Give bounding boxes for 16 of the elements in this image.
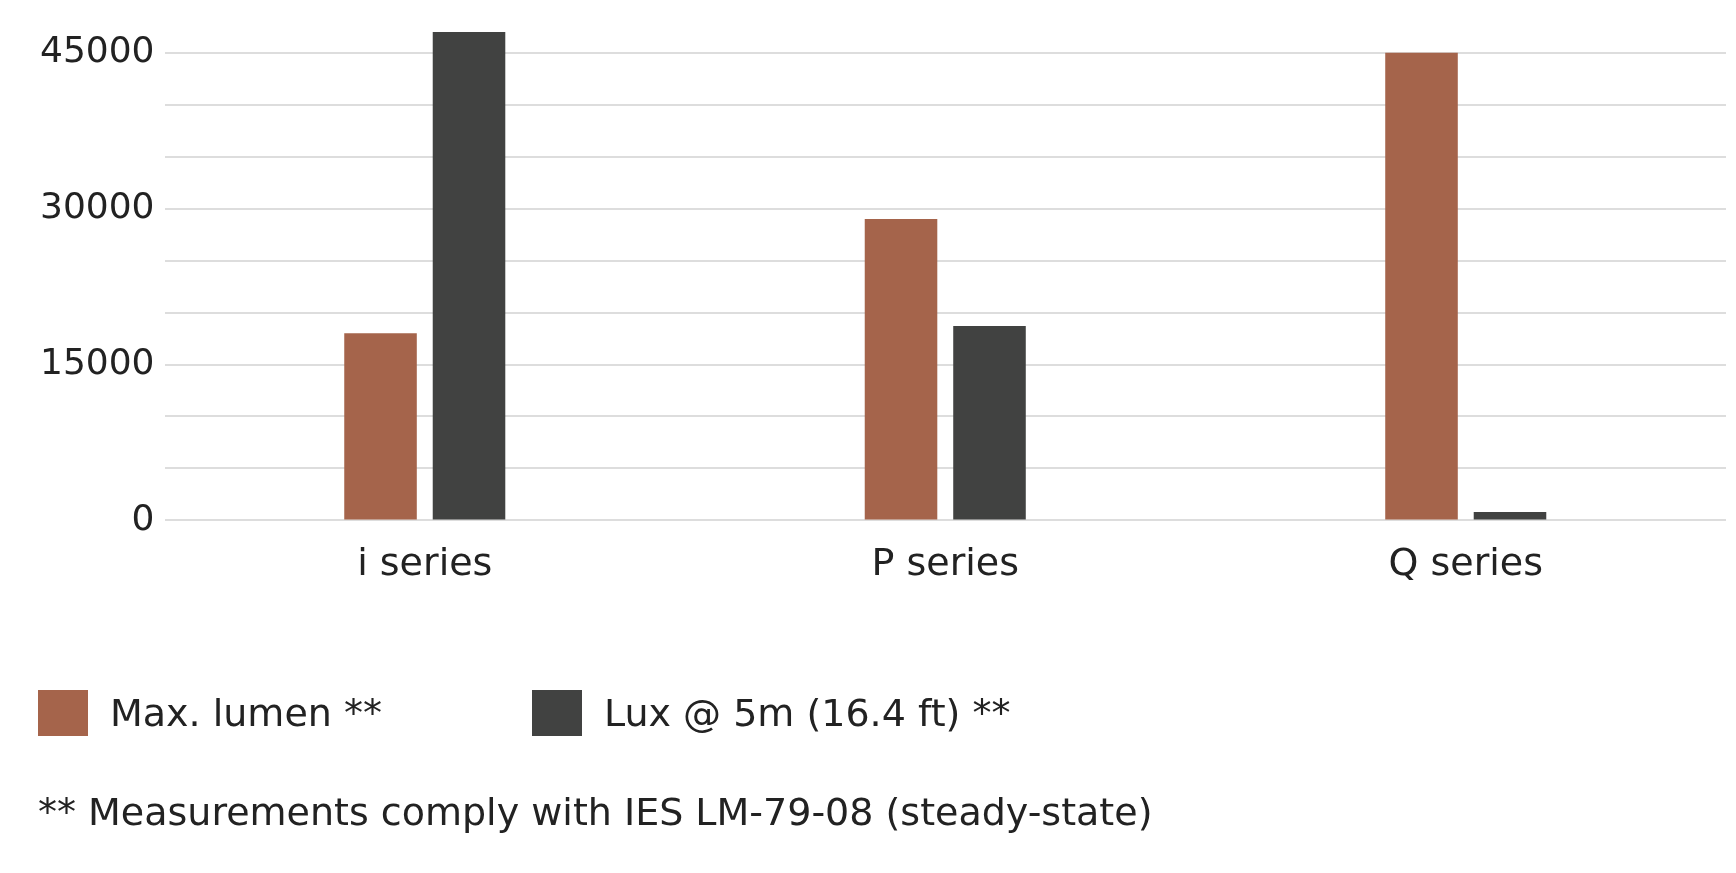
y-tick-label: 30000 [39, 185, 155, 227]
bar [1473, 512, 1547, 520]
x-tick-label: i series [357, 540, 493, 585]
y-tick-label: 15000 [39, 340, 155, 382]
bar [1385, 52, 1458, 520]
legend-label: Lux @ 5m (16.4 ft) ** [603, 691, 1011, 735]
y-tick-label: 0 [131, 496, 155, 538]
bar [953, 326, 1026, 520]
text: ** Measurements comply with IES LM-79-08 (steady-state) [38, 790, 1153, 834]
x-tick-label: P series [871, 540, 1020, 585]
bar [432, 32, 506, 520]
x-tick-label: Q series [1388, 540, 1544, 585]
y-tick-label: 45000 [39, 29, 155, 71]
bar [864, 219, 938, 520]
bar [344, 333, 417, 520]
legend-label: Max. lumen ** [110, 691, 382, 735]
